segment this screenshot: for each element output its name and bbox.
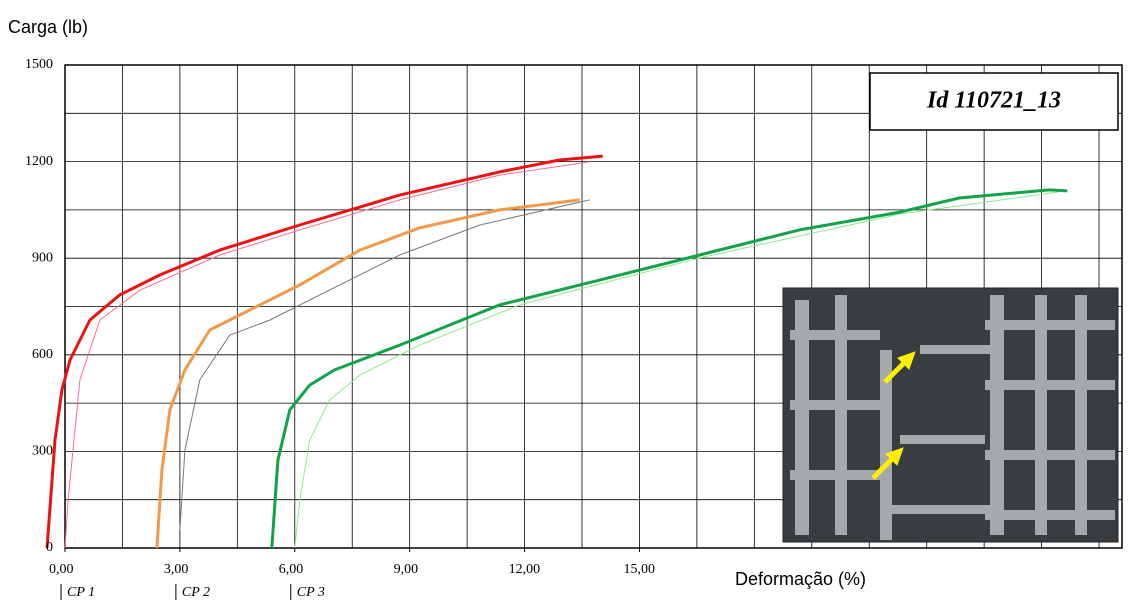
y-tick-label: 1500: [25, 57, 53, 72]
y-tick-label: 300: [32, 444, 53, 459]
y-tick-label: 900: [32, 250, 53, 265]
x-tick-label: 9,00: [394, 562, 419, 577]
marker-label: CP 1: [67, 585, 95, 600]
x-axis-label: Deformação (%): [735, 569, 866, 589]
page: {"chart_data": { "type": "line", "y_labe…: [0, 0, 1147, 603]
x-tick-label: 3,00: [164, 562, 189, 577]
x-tick-label: 15,00: [623, 562, 655, 577]
y-axis-label: Carga (lb): [8, 17, 88, 37]
x-tick-label: 6,00: [279, 562, 304, 577]
series-line: [180, 200, 590, 530]
x-tick-label: 12,00: [509, 562, 540, 577]
x-tick-label: 0,00: [49, 562, 74, 577]
y-tick-label: 1200: [25, 154, 53, 169]
marker-label: CP 3: [297, 585, 325, 600]
inset-photo: [783, 288, 1118, 542]
y-tick-label: 0: [46, 540, 53, 555]
y-tick-label: 600: [32, 347, 53, 362]
series-line: [157, 200, 580, 548]
chart: Carga (lb) Deformação (%) Id 110721_13 0…: [0, 0, 1147, 603]
series-line: [47, 156, 603, 548]
marker-label: CP 2: [182, 585, 210, 600]
id-label: Id 110721_13: [926, 88, 1061, 114]
